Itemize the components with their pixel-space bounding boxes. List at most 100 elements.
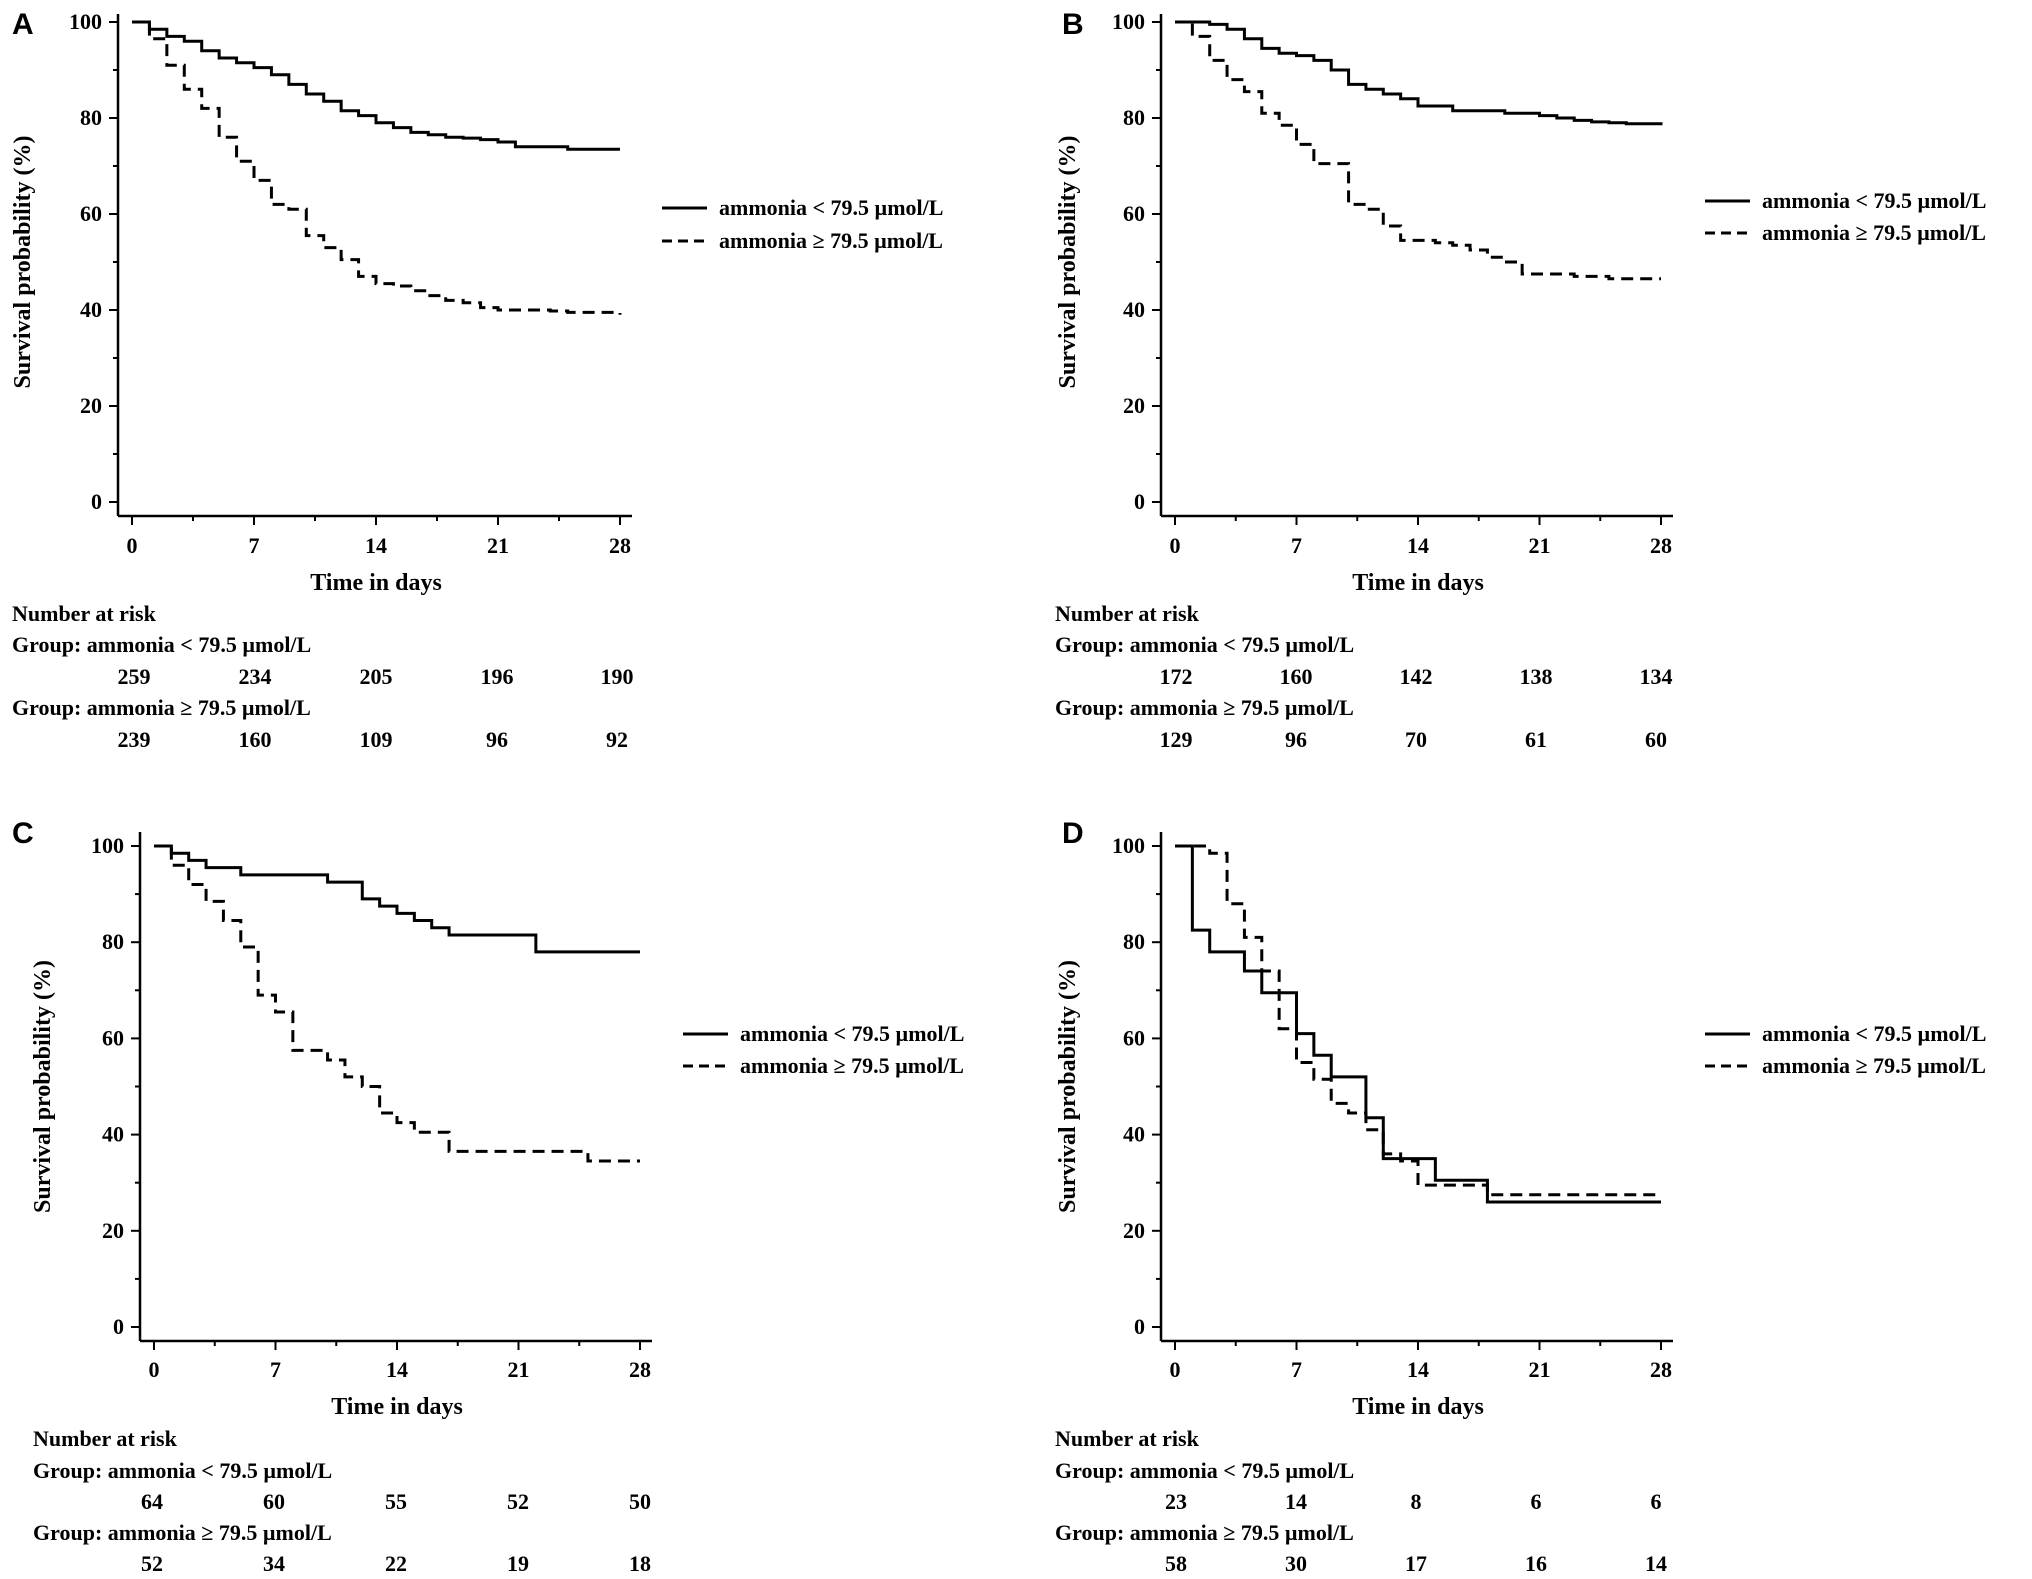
x-tick-label: 28 bbox=[1650, 533, 1672, 558]
risk-count: 30 bbox=[1285, 1551, 1307, 1576]
risk-count: 6 bbox=[1531, 1489, 1542, 1514]
x-tick-label: 28 bbox=[609, 533, 631, 558]
risk-group-label: Group: ammonia < 79.5 µmol/L bbox=[1055, 1458, 1354, 1483]
x-tick-label: 7 bbox=[249, 533, 260, 558]
series-line-high-ammonia bbox=[1175, 20, 1661, 281]
risk-count: 134 bbox=[1640, 664, 1673, 689]
y-tick-label: 40 bbox=[80, 297, 102, 322]
risk-table-title: Number at risk bbox=[33, 1426, 178, 1451]
y-tick-label: 40 bbox=[1123, 297, 1145, 322]
y-tick-label: 100 bbox=[69, 9, 102, 34]
panel-letter: D bbox=[1062, 817, 1084, 850]
risk-count: 138 bbox=[1520, 664, 1553, 689]
y-axis-title: Survival probability (%) bbox=[1055, 136, 1081, 389]
x-tick-label: 14 bbox=[1407, 533, 1429, 558]
risk-group-label: Group: ammonia ≥ 79.5 µmol/L bbox=[1055, 1520, 1354, 1545]
risk-count: 61 bbox=[1525, 727, 1547, 752]
chart-panel-d: D 0 20 40 60 80 100 0 7 14 21 28 Time in days Surviva… bbox=[1055, 817, 1986, 1576]
x-tick-label: 0 bbox=[1170, 1357, 1181, 1382]
x-axis-title: Time in days bbox=[1352, 570, 1484, 596]
panel-letter: A bbox=[12, 8, 34, 41]
chart-panel-c: C 0 20 40 60 80 100 0 7 14 21 28 Time in days Surviva… bbox=[12, 817, 964, 1576]
risk-group-label: Group: ammonia ≥ 79.5 µmol/L bbox=[33, 1520, 332, 1545]
risk-count: 55 bbox=[385, 1489, 407, 1514]
risk-group-label: Group: ammonia < 79.5 µmol/L bbox=[1055, 632, 1354, 657]
risk-count: 18 bbox=[629, 1551, 651, 1576]
y-tick-label: 100 bbox=[1112, 833, 1145, 858]
x-axis-title: Time in days bbox=[1352, 1394, 1484, 1420]
x-axis-title: Time in days bbox=[310, 570, 442, 596]
x-tick-label: 7 bbox=[270, 1357, 281, 1382]
risk-count: 129 bbox=[1160, 727, 1193, 752]
x-tick-label: 14 bbox=[386, 1357, 408, 1382]
series-line-high-ammonia bbox=[1175, 844, 1661, 1197]
y-tick-label: 20 bbox=[80, 393, 102, 418]
risk-count: 34 bbox=[263, 1551, 285, 1576]
y-tick-label: 80 bbox=[102, 929, 124, 954]
y-tick-label: 0 bbox=[1134, 1314, 1145, 1339]
risk-count: 8 bbox=[1411, 1489, 1422, 1514]
risk-count: 50 bbox=[629, 1489, 651, 1514]
risk-count: 22 bbox=[385, 1551, 407, 1576]
y-tick-label: 0 bbox=[113, 1314, 124, 1339]
y-tick-label: 60 bbox=[80, 201, 102, 226]
risk-count: 172 bbox=[1160, 664, 1193, 689]
y-tick-label: 100 bbox=[1112, 9, 1145, 34]
risk-count: 96 bbox=[1285, 727, 1307, 752]
risk-table-title: Number at risk bbox=[1055, 1426, 1200, 1451]
risk-count: 239 bbox=[118, 727, 151, 752]
y-axis-title: Survival probability (%) bbox=[10, 136, 36, 389]
risk-count: 52 bbox=[507, 1489, 529, 1514]
x-tick-label: 21 bbox=[487, 533, 509, 558]
legend-label: ammonia < 79.5 µmol/L bbox=[740, 1021, 964, 1046]
risk-group-label: Group: ammonia ≥ 79.5 µmol/L bbox=[12, 695, 311, 720]
risk-count: 190 bbox=[601, 664, 634, 689]
y-tick-label: 80 bbox=[80, 105, 102, 130]
risk-group-label: Group: ammonia ≥ 79.5 µmol/L bbox=[1055, 695, 1354, 720]
y-tick-label: 0 bbox=[1134, 489, 1145, 514]
y-axis-title: Survival probability (%) bbox=[30, 960, 56, 1213]
risk-count: 60 bbox=[263, 1489, 285, 1514]
y-tick-label: 80 bbox=[1123, 929, 1145, 954]
y-tick-label: 80 bbox=[1123, 105, 1145, 130]
risk-count: 142 bbox=[1400, 664, 1433, 689]
risk-count: 52 bbox=[141, 1551, 163, 1576]
x-axis-title: Time in days bbox=[331, 1394, 463, 1420]
risk-count: 92 bbox=[606, 727, 628, 752]
risk-count: 196 bbox=[481, 664, 514, 689]
legend-label: ammonia < 79.5 µmol/L bbox=[1762, 1021, 1986, 1046]
x-tick-label: 14 bbox=[365, 533, 387, 558]
legend-label: ammonia ≥ 79.5 µmol/L bbox=[1762, 220, 1986, 245]
risk-count: 60 bbox=[1645, 727, 1667, 752]
risk-count: 19 bbox=[507, 1551, 529, 1576]
series-line-low-ammonia bbox=[1175, 20, 1663, 126]
risk-count: 109 bbox=[360, 727, 393, 752]
risk-table-title: Number at risk bbox=[12, 601, 157, 626]
y-tick-label: 20 bbox=[1123, 1218, 1145, 1243]
x-tick-label: 0 bbox=[127, 533, 138, 558]
x-tick-label: 28 bbox=[1650, 1357, 1672, 1382]
panel-letter: B bbox=[1062, 8, 1084, 41]
series-line-high-ammonia bbox=[154, 844, 640, 1163]
y-tick-label: 20 bbox=[102, 1218, 124, 1243]
risk-group-label: Group: ammonia < 79.5 µmol/L bbox=[33, 1458, 332, 1483]
chart-panel-a: A 0 20 40 60 80 100 0 7 14 21 28 Time in days Surviva… bbox=[10, 8, 943, 752]
y-tick-label: 40 bbox=[1123, 1122, 1145, 1147]
legend-label: ammonia < 79.5 µmol/L bbox=[1762, 188, 1986, 213]
y-tick-label: 40 bbox=[102, 1122, 124, 1147]
legend-label: ammonia ≥ 79.5 µmol/L bbox=[1762, 1053, 1986, 1078]
series-line-low-ammonia bbox=[1175, 844, 1661, 1204]
risk-count: 205 bbox=[360, 664, 393, 689]
risk-count: 64 bbox=[141, 1489, 163, 1514]
series-line-low-ammonia bbox=[132, 20, 620, 151]
y-tick-label: 0 bbox=[91, 489, 102, 514]
risk-count: 23 bbox=[1165, 1489, 1187, 1514]
x-tick-label: 0 bbox=[149, 1357, 160, 1382]
legend-label: ammonia ≥ 79.5 µmol/L bbox=[719, 228, 943, 253]
risk-count: 6 bbox=[1651, 1489, 1662, 1514]
y-tick-label: 100 bbox=[91, 833, 124, 858]
series-line-high-ammonia bbox=[132, 20, 622, 315]
y-axis-title: Survival probability (%) bbox=[1055, 960, 1081, 1213]
y-tick-label: 60 bbox=[1123, 1025, 1145, 1050]
